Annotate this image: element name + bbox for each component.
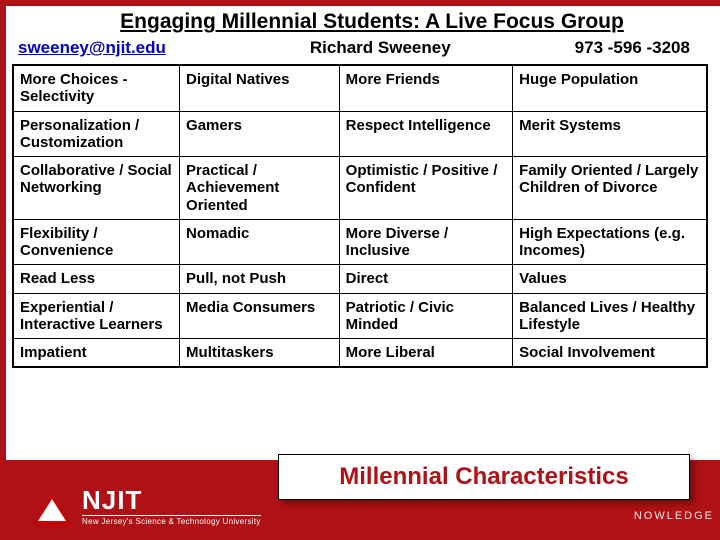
table-cell: Read Less [13,265,180,293]
author-email-link[interactable]: sweeney@njit.edu [18,38,166,58]
table-cell: Experiential / Interactive Learners [13,293,180,339]
table-row: Experiential / Interactive Learners Medi… [13,293,707,339]
footer-caption: Millennial Characteristics [278,454,690,500]
table-cell: Digital Natives [180,65,340,111]
table-row: Flexibility / Convenience Nomadic More D… [13,219,707,265]
table-cell: Flexibility / Convenience [13,219,180,265]
table-cell: High Expectations (e.g. Incomes) [513,219,707,265]
table-cell: Optimistic / Positive / Confident [339,157,513,220]
table-cell: Social Involvement [513,339,707,368]
slide-content: Engaging Millennial Students: A Live Foc… [12,10,708,368]
author-name: Richard Sweeney [310,38,451,58]
table-cell: Patriotic / Civic Minded [339,293,513,339]
table-row: Collaborative / Social Networking Practi… [13,157,707,220]
table-cell: Huge Population [513,65,707,111]
njit-logo: NJIT New Jersey's Science & Technology U… [30,487,261,526]
table-cell: Family Oriented / Largely Children of Di… [513,157,707,220]
table-cell: Pull, not Push [180,265,340,293]
table-row: Impatient Multitaskers More Liberal Soci… [13,339,707,368]
table-cell: Multitaskers [180,339,340,368]
njit-triangle-icon [30,489,72,525]
author-phone: 973 -596 -3208 [575,38,690,58]
table-cell: Values [513,265,707,293]
left-red-bar [0,0,6,540]
table-cell: Gamers [180,111,340,157]
njit-wordmark: NJIT [82,487,261,516]
table-row: Read Less Pull, not Push Direct Values [13,265,707,293]
njit-tagline: New Jersey's Science & Technology Univer… [82,518,261,526]
table-cell: Media Consumers [180,293,340,339]
table-cell: Merit Systems [513,111,707,157]
contact-row: sweeney@njit.edu Richard Sweeney 973 -59… [12,38,708,58]
table-cell: Nomadic [180,219,340,265]
table-cell: Personalization / Customization [13,111,180,157]
table-cell: Respect Intelligence [339,111,513,157]
table-cell: More Friends [339,65,513,111]
table-cell: Collaborative / Social Networking [13,157,180,220]
table-cell: More Liberal [339,339,513,368]
background-text-fragment: NOWLEDGE [634,510,714,522]
table-cell: More Choices - Selectivity [13,65,180,111]
table-cell: Direct [339,265,513,293]
table-row: Personalization / Customization Gamers R… [13,111,707,157]
table-cell: More Diverse / Inclusive [339,219,513,265]
table-cell: Practical / Achievement Oriented [180,157,340,220]
table-cell: Impatient [13,339,180,368]
slide-title: Engaging Millennial Students: A Live Foc… [36,10,708,34]
top-red-bar [0,0,720,6]
table-cell: Balanced Lives / Healthy Lifestyle [513,293,707,339]
table-row: More Choices - Selectivity Digital Nativ… [13,65,707,111]
characteristics-table: More Choices - Selectivity Digital Nativ… [12,64,708,368]
